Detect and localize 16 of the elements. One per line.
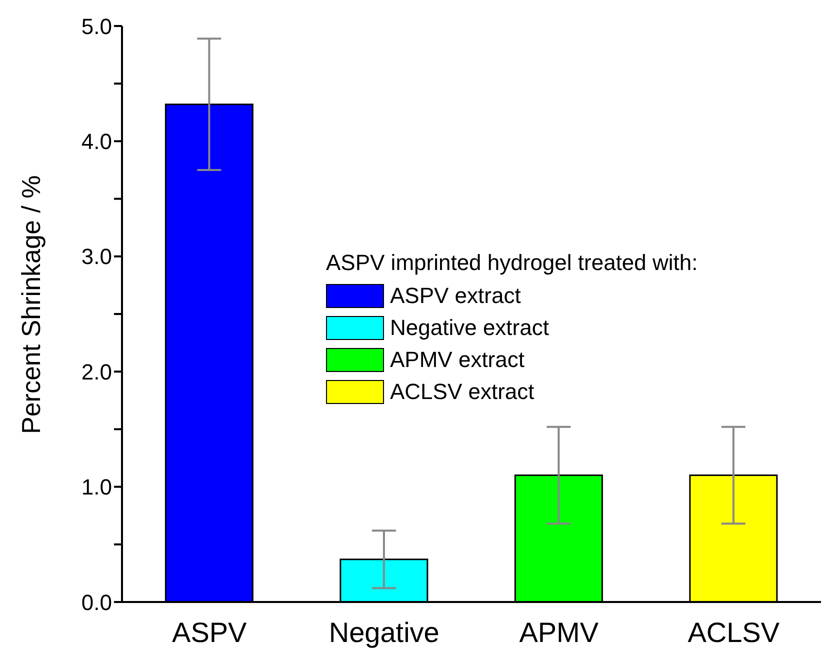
- y-tick-label: 1.0: [81, 474, 112, 500]
- x-tick-label: ASPV: [172, 616, 248, 648]
- legend-label: ASPV extract: [390, 283, 521, 309]
- legend-label: ACLSV extract: [390, 379, 534, 405]
- legend-label: APMV extract: [390, 347, 524, 373]
- y-tick-label: 3.0: [81, 244, 112, 270]
- y-axis-title: Percent Shrinkage / %: [16, 175, 46, 434]
- legend-label: Negative extract: [390, 315, 549, 341]
- x-tick-label: APMV: [519, 616, 599, 648]
- x-tick-label: Negative: [328, 616, 440, 648]
- x-tick-label: ACLSV: [688, 616, 780, 648]
- y-tick-label: 2.0: [81, 359, 112, 384]
- y-tick-label: 0.0: [81, 590, 112, 615]
- y-tick-label: 5.0: [81, 14, 112, 39]
- y-tick-label: 4.0: [81, 129, 112, 154]
- legend-title: ASPV imprinted hydrogel treated with:: [326, 250, 698, 276]
